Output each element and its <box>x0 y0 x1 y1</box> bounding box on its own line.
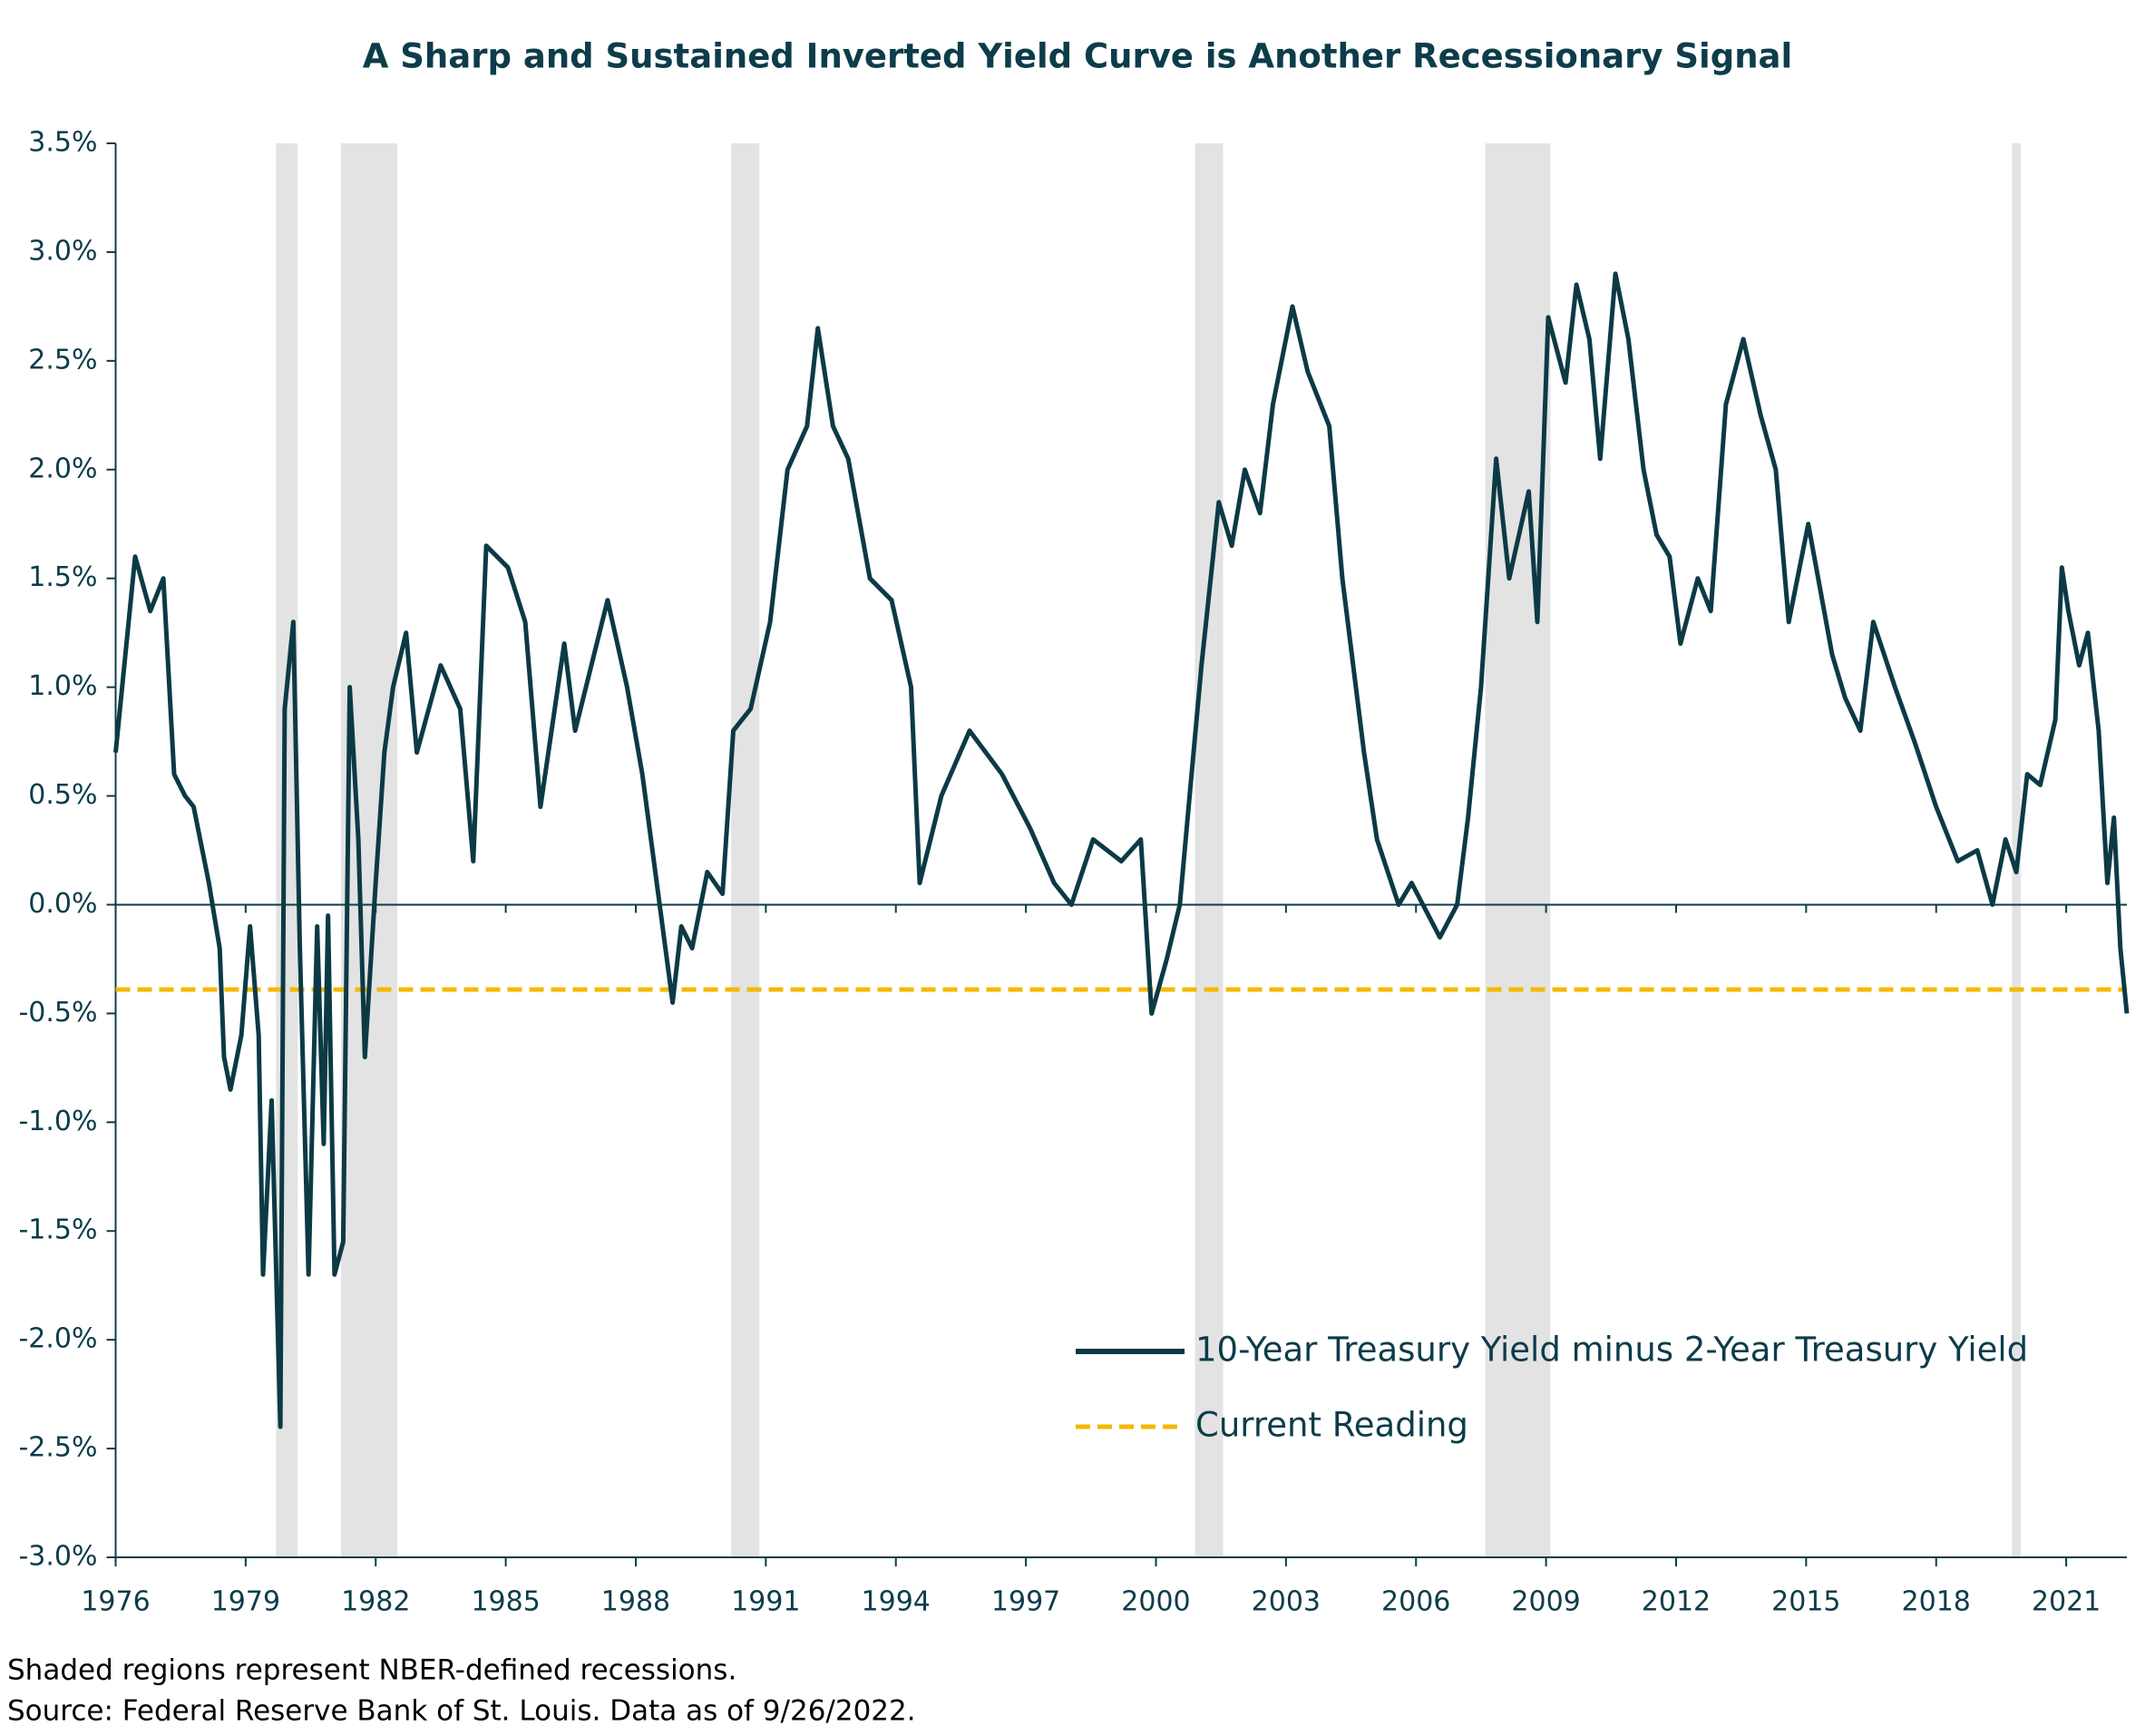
series-line <box>113 271 2130 1429</box>
recession-band <box>2012 143 2021 1557</box>
x-tick-label: 1982 <box>341 1586 410 1618</box>
legend-label: 10-Year Treasury Yield minus 2-Year Trea… <box>1195 1331 2028 1370</box>
x-tick-label: 1985 <box>471 1586 540 1618</box>
y-tick-label: 3.0% <box>28 235 97 267</box>
x-tick-label: 2000 <box>1121 1586 1190 1618</box>
y-tick-label: -2.0% <box>18 1323 97 1355</box>
x-tick-label: 1994 <box>862 1586 931 1618</box>
y-tick-label: 1.0% <box>28 670 97 702</box>
y-tick-label: 0.0% <box>28 888 97 920</box>
legend-label: Current Reading <box>1195 1406 1468 1445</box>
y-tick-label: 2.5% <box>28 344 97 375</box>
footnote: Shaded regions represent NBER-defined re… <box>7 1654 736 1687</box>
y-tick-label: -2.5% <box>18 1432 97 1464</box>
y-tick-label: 3.5% <box>28 127 97 159</box>
x-tick-label: 1991 <box>731 1586 800 1618</box>
x-tick-label: 1979 <box>211 1586 280 1618</box>
recession-band <box>1485 143 1551 1557</box>
y-tick-label: 1.5% <box>28 561 97 593</box>
source-note: Source: Federal Reserve Bank of St. Loui… <box>7 1695 916 1728</box>
recession-band <box>341 143 398 1557</box>
x-tick-label: 1988 <box>601 1586 670 1618</box>
y-tick-label: -1.0% <box>18 1106 97 1137</box>
x-tick-label: 2021 <box>2032 1586 2101 1618</box>
y-tick-label: 0.5% <box>28 779 97 811</box>
y-tick-label: -3.0% <box>18 1541 97 1573</box>
x-tick-label: 2006 <box>1381 1586 1450 1618</box>
x-tick-label: 2003 <box>1252 1586 1321 1618</box>
y-tick-label: 2.0% <box>28 453 97 484</box>
x-tick-label: 1997 <box>991 1586 1060 1618</box>
y-tick-label: -0.5% <box>18 997 97 1029</box>
x-tick-label: 2012 <box>1642 1586 1711 1618</box>
x-tick-label: 1976 <box>81 1586 150 1618</box>
recession-band <box>731 143 760 1557</box>
x-tick-label: 2009 <box>1511 1586 1580 1618</box>
x-tick-label: 2015 <box>1771 1586 1840 1618</box>
y-tick-label: -1.5% <box>18 1214 97 1246</box>
chart-title: A Sharp and Sustained Inverted Yield Cur… <box>363 37 1792 76</box>
recession-band <box>1195 143 1224 1557</box>
x-tick-label: 2018 <box>1902 1586 1971 1618</box>
